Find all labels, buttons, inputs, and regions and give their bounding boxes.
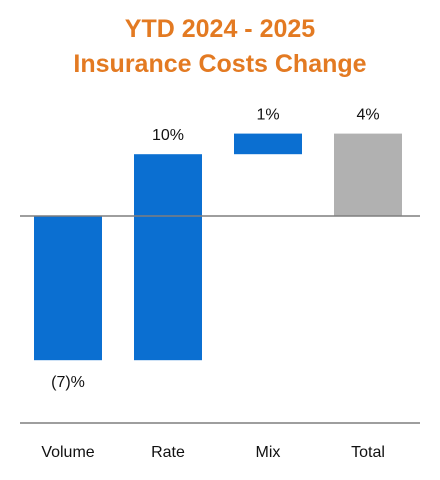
data-label-total: 4% <box>356 107 379 124</box>
labels-layer: (7)% Volume 10% Rate 1% Mix 4% Total <box>41 107 385 461</box>
data-label-volume: (7)% <box>51 374 85 391</box>
bar-volume <box>34 216 102 361</box>
bar-rate <box>134 154 202 361</box>
bar-total <box>334 133 402 216</box>
data-label-mix: 1% <box>256 107 279 124</box>
bars-layer <box>34 133 402 361</box>
x-tick-label-total: Total <box>351 444 385 461</box>
chart-title: YTD 2024 - 2025 <box>125 15 315 43</box>
x-tick-label-rate: Rate <box>151 444 185 461</box>
bar-mix <box>234 133 302 155</box>
x-tick-label-mix: Mix <box>256 444 281 461</box>
x-tick-label-volume: Volume <box>41 444 94 461</box>
chart-subtitle: Insurance Costs Change <box>73 50 366 78</box>
data-label-rate: 10% <box>152 127 184 144</box>
